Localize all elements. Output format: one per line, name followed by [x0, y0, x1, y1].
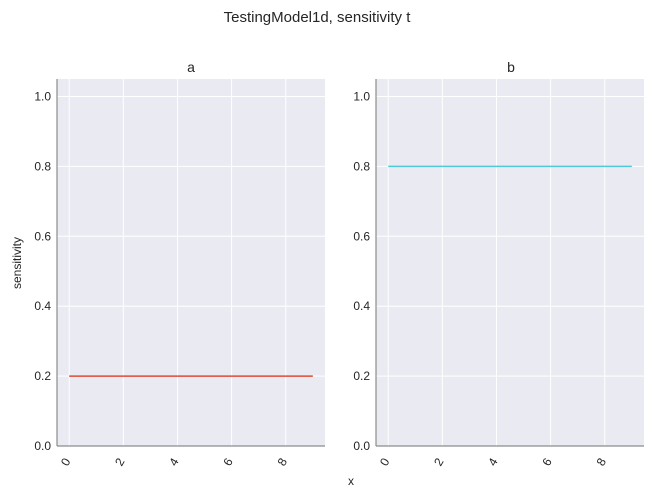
y-tick-label-b: 0.4	[353, 299, 370, 313]
subplot-a-title: a	[187, 59, 195, 75]
y-tick-label-b: 1.0	[353, 89, 370, 103]
y-tick-label-a: 1.0	[34, 89, 51, 103]
y-tick-label-a: 0.2	[34, 369, 51, 383]
x-tick-label-b: 4	[485, 455, 501, 468]
x-tick-label-a: 2	[112, 455, 128, 468]
y-tick-label-b: 0.2	[353, 369, 370, 383]
x-tick-label-b: 0	[377, 455, 393, 468]
x-tick-label-a: 8	[275, 455, 291, 468]
subplot-b: b 0.0 0.2 0.4 0.6 0.8 1.0 0 2 4 6 8	[353, 59, 644, 468]
x-tick-label-a: 0	[58, 455, 74, 468]
y-tick-label-a: 0.0	[34, 439, 51, 453]
x-tick-label-a: 4	[166, 455, 182, 468]
x-axis-label: x	[348, 474, 354, 488]
y-tick-label-a: 0.6	[34, 229, 51, 243]
x-tick-label-b: 8	[594, 455, 610, 468]
y-tick-label-a: 0.4	[34, 299, 51, 313]
subplot-b-title: b	[507, 59, 515, 75]
plot-area-b	[376, 79, 644, 446]
x-tick-label-b: 6	[539, 455, 555, 468]
y-tick-label-b: 0.8	[353, 159, 370, 173]
figure-title: TestingModel1d, sensitivity t	[224, 9, 412, 26]
x-tick-label-a: 6	[220, 455, 236, 468]
x-tick-label-b: 2	[431, 455, 447, 468]
y-tick-label-b: 0.0	[353, 439, 370, 453]
y-axis-label: sensitivity	[10, 237, 24, 289]
plot-area-a	[57, 79, 325, 446]
y-tick-label-a: 0.8	[34, 159, 51, 173]
y-tick-label-b: 0.6	[353, 229, 370, 243]
subplot-a: a 0.0 0.2 0.4 0.6 0.8 1.0 0 2 4 6 8	[34, 59, 325, 468]
